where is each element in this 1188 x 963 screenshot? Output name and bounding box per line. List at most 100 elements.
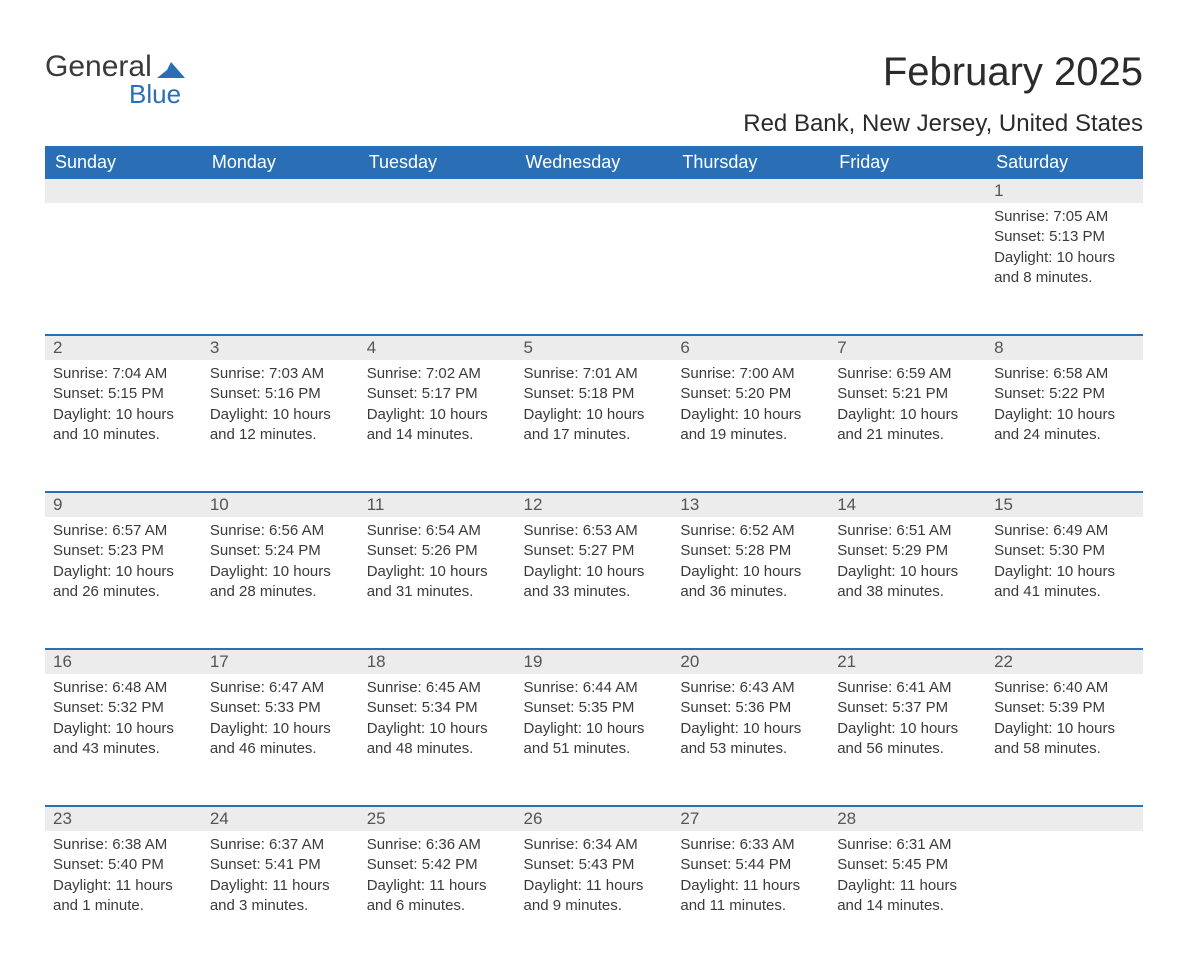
sunset-text: Sunset: 5:45 PM <box>837 855 978 875</box>
sunset-text: Sunset: 5:28 PM <box>680 541 821 561</box>
daylight-text: Daylight: 10 hours and 43 minutes. <box>53 719 194 760</box>
sunset-text: Sunset: 5:21 PM <box>837 384 978 404</box>
day-data-cell: Sunrise: 6:53 AMSunset: 5:27 PMDaylight:… <box>516 517 673 649</box>
day-number-cell: 26 <box>516 806 673 831</box>
sunrise-text: Sunrise: 6:37 AM <box>210 835 351 855</box>
sunset-text: Sunset: 5:13 PM <box>994 227 1135 247</box>
day-number-cell: 2 <box>45 335 202 360</box>
sunrise-text: Sunrise: 6:44 AM <box>524 678 665 698</box>
day-number-cell: 14 <box>829 492 986 517</box>
day-data-cell: Sunrise: 6:49 AMSunset: 5:30 PMDaylight:… <box>986 517 1143 649</box>
day-data-cell: Sunrise: 6:52 AMSunset: 5:28 PMDaylight:… <box>672 517 829 649</box>
day-data-cell <box>829 203 986 335</box>
calendar-header: SundayMondayTuesdayWednesdayThursdayFrid… <box>45 146 1143 179</box>
day-data-cell: Sunrise: 6:51 AMSunset: 5:29 PMDaylight:… <box>829 517 986 649</box>
day-data-cell: Sunrise: 7:00 AMSunset: 5:20 PMDaylight:… <box>672 360 829 492</box>
day-number-cell: 20 <box>672 649 829 674</box>
weekday-header: Tuesday <box>359 146 516 179</box>
sunrise-text: Sunrise: 7:03 AM <box>210 364 351 384</box>
week-daydata-row: Sunrise: 6:57 AMSunset: 5:23 PMDaylight:… <box>45 517 1143 649</box>
day-data-cell: Sunrise: 7:03 AMSunset: 5:16 PMDaylight:… <box>202 360 359 492</box>
sunrise-text: Sunrise: 7:02 AM <box>367 364 508 384</box>
day-data-cell: Sunrise: 6:45 AMSunset: 5:34 PMDaylight:… <box>359 674 516 806</box>
sunrise-text: Sunrise: 6:52 AM <box>680 521 821 541</box>
sunrise-text: Sunrise: 7:01 AM <box>524 364 665 384</box>
sunset-text: Sunset: 5:40 PM <box>53 855 194 875</box>
weekday-header: Sunday <box>45 146 202 179</box>
sunset-text: Sunset: 5:26 PM <box>367 541 508 561</box>
day-number-cell: 24 <box>202 806 359 831</box>
week-daynum-row: 2345678 <box>45 335 1143 360</box>
day-number-cell: 23 <box>45 806 202 831</box>
sunset-text: Sunset: 5:27 PM <box>524 541 665 561</box>
day-number-cell: 12 <box>516 492 673 517</box>
sunrise-text: Sunrise: 6:54 AM <box>367 521 508 541</box>
sunset-text: Sunset: 5:39 PM <box>994 698 1135 718</box>
week-daydata-row: Sunrise: 7:04 AMSunset: 5:15 PMDaylight:… <box>45 360 1143 492</box>
day-number-cell: 1 <box>986 179 1143 203</box>
daylight-text: Daylight: 10 hours and 28 minutes. <box>210 562 351 603</box>
day-data-cell: Sunrise: 6:34 AMSunset: 5:43 PMDaylight:… <box>516 831 673 963</box>
day-number-cell: 13 <box>672 492 829 517</box>
daylight-text: Daylight: 10 hours and 48 minutes. <box>367 719 508 760</box>
daylight-text: Daylight: 10 hours and 14 minutes. <box>367 405 508 446</box>
sunset-text: Sunset: 5:29 PM <box>837 541 978 561</box>
sunrise-text: Sunrise: 7:05 AM <box>994 207 1135 227</box>
daylight-text: Daylight: 10 hours and 8 minutes. <box>994 248 1135 289</box>
day-data-cell: Sunrise: 6:33 AMSunset: 5:44 PMDaylight:… <box>672 831 829 963</box>
sunset-text: Sunset: 5:18 PM <box>524 384 665 404</box>
day-number-cell: 4 <box>359 335 516 360</box>
daylight-text: Daylight: 10 hours and 21 minutes. <box>837 405 978 446</box>
sunrise-text: Sunrise: 6:43 AM <box>680 678 821 698</box>
day-data-cell: Sunrise: 6:48 AMSunset: 5:32 PMDaylight:… <box>45 674 202 806</box>
sunrise-text: Sunrise: 6:36 AM <box>367 835 508 855</box>
daylight-text: Daylight: 10 hours and 58 minutes. <box>994 719 1135 760</box>
day-data-cell: Sunrise: 7:04 AMSunset: 5:15 PMDaylight:… <box>45 360 202 492</box>
day-data-cell <box>672 203 829 335</box>
day-number-cell: 6 <box>672 335 829 360</box>
sunrise-text: Sunrise: 6:51 AM <box>837 521 978 541</box>
day-number-cell <box>986 806 1143 831</box>
day-number-cell: 15 <box>986 492 1143 517</box>
sunset-text: Sunset: 5:24 PM <box>210 541 351 561</box>
day-number-cell: 27 <box>672 806 829 831</box>
sunrise-text: Sunrise: 6:58 AM <box>994 364 1135 384</box>
logo-flag-icon <box>157 56 185 78</box>
day-number-cell <box>45 179 202 203</box>
page-title: February 2025 <box>883 50 1143 95</box>
sunrise-text: Sunrise: 6:49 AM <box>994 521 1135 541</box>
sunset-text: Sunset: 5:16 PM <box>210 384 351 404</box>
daylight-text: Daylight: 10 hours and 17 minutes. <box>524 405 665 446</box>
day-data-cell: Sunrise: 6:31 AMSunset: 5:45 PMDaylight:… <box>829 831 986 963</box>
daylight-text: Daylight: 10 hours and 31 minutes. <box>367 562 508 603</box>
sunset-text: Sunset: 5:37 PM <box>837 698 978 718</box>
sunrise-text: Sunrise: 6:57 AM <box>53 521 194 541</box>
day-data-cell <box>516 203 673 335</box>
week-daynum-row: 9101112131415 <box>45 492 1143 517</box>
day-number-cell: 16 <box>45 649 202 674</box>
daylight-text: Daylight: 10 hours and 53 minutes. <box>680 719 821 760</box>
sunset-text: Sunset: 5:33 PM <box>210 698 351 718</box>
day-number-cell: 22 <box>986 649 1143 674</box>
weekday-header: Monday <box>202 146 359 179</box>
sunrise-text: Sunrise: 6:41 AM <box>837 678 978 698</box>
day-number-cell <box>672 179 829 203</box>
daylight-text: Daylight: 11 hours and 11 minutes. <box>680 876 821 917</box>
day-number-cell: 18 <box>359 649 516 674</box>
sunrise-text: Sunrise: 7:00 AM <box>680 364 821 384</box>
calendar-table: SundayMondayTuesdayWednesdayThursdayFrid… <box>45 146 1143 963</box>
daylight-text: Daylight: 10 hours and 51 minutes. <box>524 719 665 760</box>
daylight-text: Daylight: 10 hours and 33 minutes. <box>524 562 665 603</box>
sunset-text: Sunset: 5:36 PM <box>680 698 821 718</box>
daylight-text: Daylight: 11 hours and 9 minutes. <box>524 876 665 917</box>
sunrise-text: Sunrise: 6:53 AM <box>524 521 665 541</box>
day-number-cell: 5 <box>516 335 673 360</box>
day-data-cell: Sunrise: 6:56 AMSunset: 5:24 PMDaylight:… <box>202 517 359 649</box>
sunrise-text: Sunrise: 6:48 AM <box>53 678 194 698</box>
week-daynum-row: 16171819202122 <box>45 649 1143 674</box>
weekday-header: Saturday <box>986 146 1143 179</box>
sunrise-text: Sunrise: 6:34 AM <box>524 835 665 855</box>
daylight-text: Daylight: 10 hours and 12 minutes. <box>210 405 351 446</box>
day-data-cell: Sunrise: 6:58 AMSunset: 5:22 PMDaylight:… <box>986 360 1143 492</box>
sunrise-text: Sunrise: 6:31 AM <box>837 835 978 855</box>
